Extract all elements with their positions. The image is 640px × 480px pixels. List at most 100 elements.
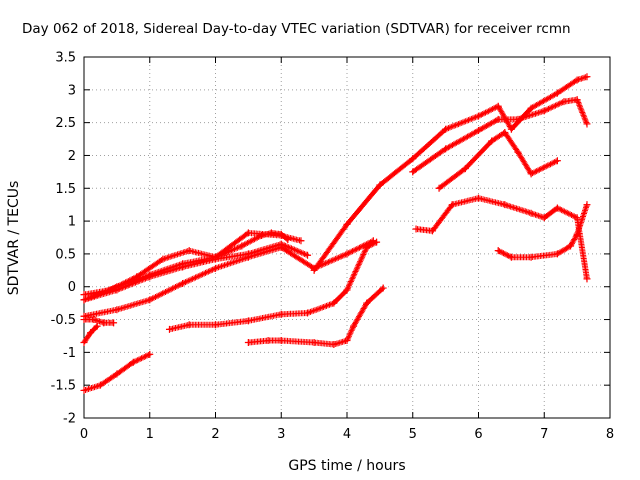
x-tick-label: 8 <box>606 427 614 442</box>
y-tick-label: 2.5 <box>55 116 76 131</box>
data-point <box>179 260 187 268</box>
data-series <box>80 73 591 394</box>
data-point <box>146 350 154 358</box>
data-point <box>540 107 548 115</box>
series-track-8 <box>165 238 381 333</box>
data-point <box>461 165 469 173</box>
y-tick-label: 3.5 <box>55 51 76 66</box>
data-point <box>527 253 535 261</box>
x-tick-label: 0 <box>80 427 88 442</box>
data-point <box>363 299 371 307</box>
data-point <box>475 194 482 202</box>
data-point <box>442 145 450 153</box>
data-point <box>179 279 187 287</box>
data-point <box>80 339 88 347</box>
y-tick-label: 1.5 <box>55 182 76 197</box>
y-tick-label: 0.5 <box>55 247 76 262</box>
series-track-11 <box>409 96 591 176</box>
series-track-13 <box>412 194 591 283</box>
x-tick-label: 4 <box>343 427 351 442</box>
data-point <box>583 73 591 81</box>
series-markers <box>81 316 117 326</box>
data-point <box>527 170 535 178</box>
data-point <box>80 316 88 324</box>
data-point <box>113 306 121 314</box>
y-tick-label: 1 <box>68 215 76 230</box>
data-point <box>310 266 318 274</box>
data-point <box>80 386 88 394</box>
data-point <box>448 201 456 209</box>
data-point <box>93 322 101 330</box>
data-point <box>244 229 252 237</box>
data-point <box>113 370 121 378</box>
data-point <box>277 243 285 251</box>
data-point <box>409 155 417 163</box>
data-point <box>304 251 312 259</box>
series-markers <box>81 229 304 303</box>
data-point <box>100 319 108 327</box>
data-point <box>212 264 219 272</box>
data-point <box>185 321 193 329</box>
data-point <box>244 339 252 347</box>
data-point <box>87 329 95 337</box>
y-tick-label: -1.5 <box>51 379 76 394</box>
data-point <box>159 255 167 263</box>
data-point <box>304 309 312 317</box>
data-point <box>488 137 496 145</box>
data-point <box>330 340 338 348</box>
data-point <box>567 242 575 250</box>
data-point <box>113 283 121 291</box>
data-point <box>212 253 219 261</box>
series-markers <box>495 201 590 261</box>
data-point <box>507 125 515 133</box>
series-track-10 <box>310 73 591 274</box>
data-point <box>494 115 502 123</box>
series-track-5 <box>80 316 118 327</box>
series-track-6 <box>80 322 101 347</box>
x-tick-label: 6 <box>474 427 482 442</box>
data-point <box>244 317 252 325</box>
data-point <box>573 96 581 104</box>
series-track-12 <box>435 128 561 192</box>
data-point <box>129 358 137 366</box>
data-point <box>90 316 98 324</box>
data-point <box>583 275 591 283</box>
data-point <box>507 253 515 261</box>
data-point <box>343 337 351 345</box>
series-markers <box>436 129 561 192</box>
data-point <box>343 250 351 258</box>
y-tick-label: -2 <box>63 412 76 427</box>
data-point <box>264 337 272 345</box>
data-point <box>501 128 509 136</box>
data-point <box>373 238 381 246</box>
data-point <box>573 230 581 238</box>
x-tick-label: 3 <box>277 427 285 442</box>
x-tick-label: 7 <box>540 427 548 442</box>
data-point <box>475 127 482 135</box>
data-point <box>379 284 387 292</box>
data-point <box>435 184 443 192</box>
series-markers <box>245 285 387 348</box>
y-tick-label: 0 <box>68 280 76 295</box>
series-track-14 <box>494 201 591 261</box>
data-point <box>412 225 420 233</box>
data-point <box>583 201 591 209</box>
x-tick-label: 1 <box>146 427 154 442</box>
data-point <box>573 214 581 222</box>
series-markers <box>413 195 590 282</box>
chart-title: Day 062 of 2018, Sidereal Day-to-day VTE… <box>22 21 571 37</box>
data-point <box>96 381 104 389</box>
data-point <box>80 296 88 304</box>
data-point <box>514 115 522 123</box>
series-track-7 <box>80 350 154 394</box>
data-point <box>540 214 548 222</box>
y-axis-label: SDTVAR / TECUs <box>6 181 22 296</box>
data-point <box>277 232 285 240</box>
data-point <box>297 237 305 245</box>
data-point <box>146 271 154 279</box>
data-point <box>409 168 417 176</box>
axis-ticks: 0 1 2 3 4 5 6 7 8 -2 -1.5 -1 -0.5 0 0.5 1 1.5 2 2.5 3 3.5 <box>51 51 615 443</box>
data-point <box>244 253 252 261</box>
y-tick-label: 3 <box>68 83 76 98</box>
